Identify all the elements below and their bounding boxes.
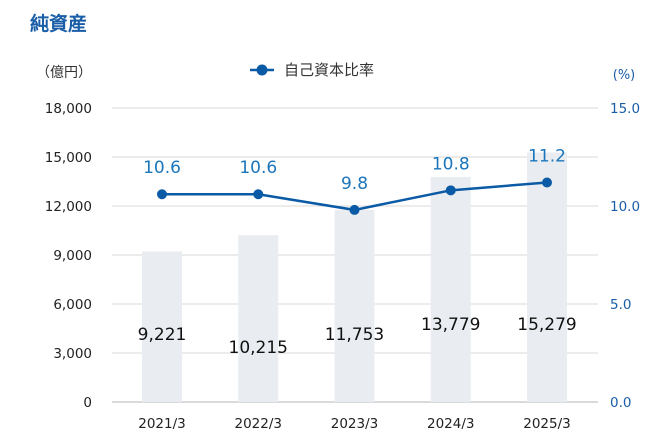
right-tick-label: 10.0 bbox=[610, 199, 640, 215]
right-tick-label: 15.0 bbox=[610, 101, 640, 117]
bar-value-labels: 9,221 10,215 11,753 13,779 15,279 bbox=[138, 315, 577, 358]
left-tick-label: 0 bbox=[83, 395, 92, 411]
bar-2024/3 bbox=[430, 176, 471, 402]
left-axis-unit: （億円） bbox=[36, 65, 92, 81]
left-tick-label: 9,000 bbox=[53, 248, 92, 264]
x-tick-label: 2021/3 bbox=[138, 416, 186, 432]
ratio-value-label: 10.8 bbox=[432, 154, 470, 174]
bar-value-label: 13,779 bbox=[421, 315, 480, 335]
left-tick-label: 12,000 bbox=[45, 199, 92, 215]
bar-value-label: 9,221 bbox=[138, 325, 187, 345]
chart-title: 純資産 bbox=[30, 12, 87, 35]
x-tick-label: 2024/3 bbox=[427, 416, 475, 432]
bar-2022/3 bbox=[238, 235, 279, 402]
right-axis-unit: (%) bbox=[613, 68, 636, 83]
ratio-value-label: 10.6 bbox=[239, 158, 277, 178]
ratio-point-2023/3 bbox=[349, 204, 360, 215]
chart-legend: 自己資本比率 bbox=[250, 61, 374, 79]
left-tick-label: 18,000 bbox=[45, 101, 92, 117]
left-tick-label: 3,000 bbox=[53, 346, 92, 362]
right-axis-ticks: 0.0 5.0 10.0 15.0 bbox=[610, 101, 640, 411]
ratio-value-label: 10.6 bbox=[143, 158, 181, 178]
left-axis-ticks: 0 3,000 6,000 9,000 12,000 15,000 18,000 bbox=[45, 101, 92, 411]
bar-2025/3 bbox=[527, 152, 567, 402]
ratio-point-2024/3 bbox=[445, 185, 456, 196]
x-tick-label: 2023/3 bbox=[331, 416, 379, 432]
ratio-value-labels: 10.6 10.6 9.8 10.8 11.2 bbox=[143, 146, 566, 193]
ratio-point-2022/3 bbox=[253, 189, 264, 200]
left-tick-label: 15,000 bbox=[45, 150, 92, 166]
x-axis-ticks: 2021/3 2022/3 2023/3 2024/3 2025/3 bbox=[138, 416, 571, 432]
bar-series bbox=[142, 152, 567, 402]
legend-dot-marker bbox=[256, 64, 268, 76]
left-tick-label: 6,000 bbox=[53, 297, 92, 313]
right-tick-label: 5.0 bbox=[610, 297, 631, 313]
ratio-value-label: 11.2 bbox=[528, 146, 566, 166]
right-tick-label: 0.0 bbox=[610, 395, 631, 411]
bar-value-label: 11,753 bbox=[325, 325, 384, 345]
bar-2023/3 bbox=[334, 210, 375, 402]
ratio-point-2021/3 bbox=[157, 189, 167, 200]
x-tick-label: 2022/3 bbox=[235, 416, 283, 432]
ratio-value-label: 9.8 bbox=[341, 174, 368, 194]
bar-2021/3 bbox=[142, 251, 182, 402]
legend-label: 自己資本比率 bbox=[284, 61, 374, 79]
ratio-line-series bbox=[157, 177, 552, 215]
ratio-point-2025/3 bbox=[542, 177, 552, 188]
x-tick-label: 2025/3 bbox=[523, 416, 571, 432]
bar-value-label: 15,279 bbox=[517, 315, 576, 335]
bar-value-label: 10,215 bbox=[229, 338, 288, 358]
